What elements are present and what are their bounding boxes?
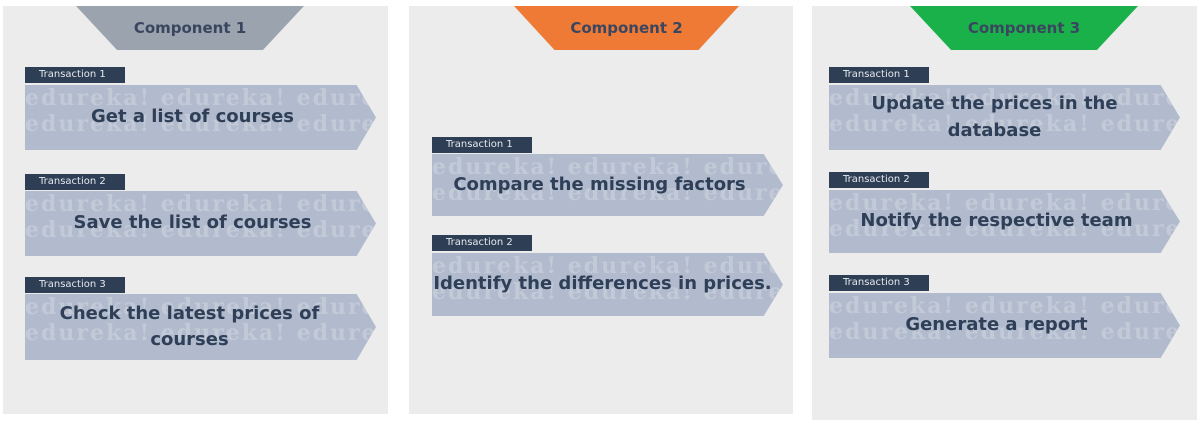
- transaction-text: Update the prices in the database: [871, 93, 1118, 141]
- transaction-box: edureka! edureka! edureka!edureka! edure…: [432, 253, 783, 316]
- transaction-text: Notify the respective team: [860, 210, 1133, 232]
- component-2-panel: Component 2 Transaction 1 edureka! edure…: [409, 6, 793, 414]
- transaction-label: Transaction 1: [829, 67, 929, 83]
- transaction-box: edureka! edureka! edureka!edureka! edure…: [25, 85, 376, 150]
- component-1-panel: Component 1 Transaction 1 edureka! edure…: [3, 6, 388, 414]
- transaction-box: edureka! edureka! edureka!edureka! edure…: [829, 190, 1180, 253]
- transaction-label: Transaction 3: [829, 275, 929, 291]
- transaction-label: Transaction 2: [829, 172, 929, 188]
- transaction-text: Identify the differences in prices.: [433, 273, 772, 295]
- transaction-box: edureka! edureka! edureka!edureka! edure…: [25, 191, 376, 256]
- transaction-label: Transaction 1: [25, 67, 125, 83]
- component-1-header: Component 1: [76, 6, 304, 50]
- transaction-label: Transaction 1: [432, 137, 532, 153]
- transaction-box: edureka! edureka! edureka!edureka! edure…: [25, 294, 376, 360]
- transaction-text: Compare the missing factors: [453, 173, 746, 195]
- component-2-header: Component 2: [514, 6, 739, 50]
- transaction-label: Transaction 2: [25, 174, 125, 190]
- transaction-text: Get a list of courses: [90, 106, 295, 128]
- transaction-label: Transaction 2: [432, 235, 532, 251]
- transaction-text: Generate a report: [905, 314, 1088, 336]
- transaction-box: edureka! edureka! edureka!edureka! edure…: [432, 154, 783, 216]
- transaction-box: edureka! edureka! edureka!edureka! edure…: [829, 293, 1180, 358]
- component-3-header: Component 3: [910, 6, 1138, 50]
- transaction-text: Save the list of courses: [73, 212, 312, 234]
- transaction-label: Transaction 3: [25, 277, 125, 293]
- transaction-box: edureka! edureka! edureka!edureka! edure…: [829, 85, 1180, 150]
- transaction-text: Check the latest prices of courses: [59, 302, 320, 350]
- component-3-panel: Component 3 Transaction 1 edureka! edure…: [812, 6, 1197, 420]
